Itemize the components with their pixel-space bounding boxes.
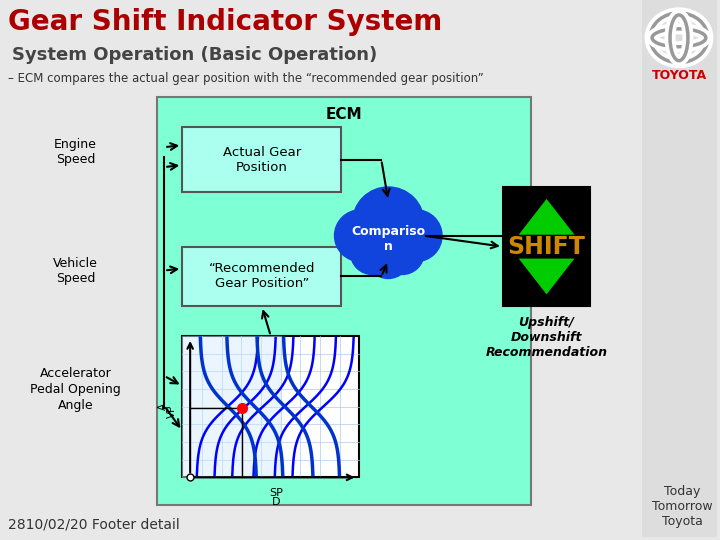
Text: 2810/02/20 Footer detail: 2810/02/20 Footer detail — [8, 517, 180, 531]
Circle shape — [380, 231, 424, 274]
Circle shape — [335, 210, 387, 261]
Text: D: D — [271, 497, 280, 507]
Text: ECM: ECM — [325, 107, 362, 123]
Text: – ECM compares the actual gear position with the “recommended gear position”: – ECM compares the actual gear position … — [8, 72, 484, 85]
Text: Vehicle
Speed: Vehicle Speed — [53, 256, 98, 285]
Bar — [182, 127, 341, 192]
Polygon shape — [518, 199, 575, 235]
Circle shape — [352, 187, 424, 259]
Bar — [503, 187, 590, 306]
Text: Engine
Speed: Engine Speed — [54, 138, 97, 166]
Polygon shape — [182, 336, 279, 477]
Bar — [182, 247, 341, 306]
Polygon shape — [518, 259, 575, 294]
Text: Compariso
n: Compariso n — [351, 225, 426, 253]
Text: System Operation (Basic Operation): System Operation (Basic Operation) — [12, 46, 377, 64]
Text: VP: VP — [167, 405, 177, 418]
Text: Upshift/
Downshift
Recommendation: Upshift/ Downshift Recommendation — [485, 316, 608, 359]
Text: A: A — [158, 403, 168, 410]
Circle shape — [366, 235, 410, 279]
Text: TOYOTA: TOYOTA — [652, 69, 706, 82]
Bar — [157, 97, 531, 505]
Bar — [642, 0, 717, 537]
Text: Today
Tomorrow
Toyota: Today Tomorrow Toyota — [652, 485, 712, 528]
Text: “Recommended
Gear Position”: “Recommended Gear Position” — [209, 262, 315, 291]
Text: Accelerator
Pedal Opening
Angle: Accelerator Pedal Opening Angle — [30, 367, 121, 413]
Text: Actual Gear
Position: Actual Gear Position — [222, 146, 301, 174]
Text: Gear Shift Indicator System: Gear Shift Indicator System — [8, 8, 442, 36]
Circle shape — [351, 231, 395, 274]
Bar — [182, 336, 359, 477]
Text: SP: SP — [269, 488, 283, 498]
Text: SHIFT: SHIFT — [508, 235, 585, 259]
Circle shape — [390, 210, 442, 261]
